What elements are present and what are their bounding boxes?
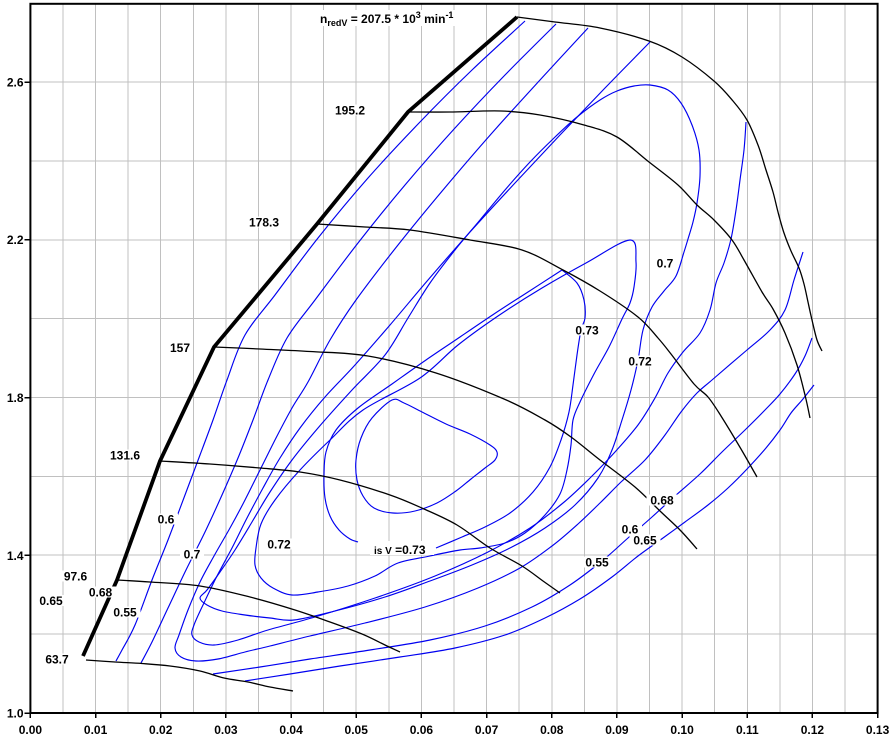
- svg-text:0.05: 0.05: [345, 723, 369, 737]
- svg-text:0.68: 0.68: [650, 494, 674, 508]
- svg-text:2.6: 2.6: [7, 76, 24, 90]
- svg-text:0.72: 0.72: [267, 538, 291, 552]
- svg-text:0.6: 0.6: [622, 523, 639, 537]
- svg-text:97.6: 97.6: [64, 570, 88, 584]
- svg-text:0.13: 0.13: [866, 723, 890, 737]
- svg-text:is V =0.73: is V =0.73: [374, 543, 426, 557]
- svg-text:0.11: 0.11: [736, 723, 759, 737]
- svg-text:0.03: 0.03: [214, 723, 238, 737]
- svg-text:1.4: 1.4: [7, 549, 24, 563]
- svg-text:1.0: 1.0: [7, 707, 24, 721]
- svg-text:0.6: 0.6: [158, 513, 175, 527]
- svg-text:0.72: 0.72: [628, 355, 652, 369]
- svg-text:0.04: 0.04: [279, 723, 303, 737]
- svg-text:0.10: 0.10: [670, 723, 694, 737]
- svg-text:0.55: 0.55: [113, 606, 137, 620]
- svg-text:0.00: 0.00: [19, 723, 43, 737]
- svg-text:0.12: 0.12: [801, 723, 825, 737]
- svg-text:195.2: 195.2: [335, 104, 365, 118]
- svg-text:0.73: 0.73: [575, 324, 599, 338]
- svg-text:63.7: 63.7: [45, 653, 69, 667]
- svg-text:0.06: 0.06: [410, 723, 434, 737]
- svg-text:0.09: 0.09: [605, 723, 629, 737]
- svg-text:0.65: 0.65: [39, 594, 63, 608]
- svg-text:178.3: 178.3: [249, 216, 279, 230]
- svg-text:0.7: 0.7: [657, 257, 674, 271]
- svg-text:nredV = 207.5 * 103 min-1: nredV = 207.5 * 103 min-1: [320, 10, 453, 28]
- svg-text:0.65: 0.65: [633, 534, 657, 548]
- svg-text:0.01: 0.01: [84, 723, 108, 737]
- svg-text:0.02: 0.02: [149, 723, 173, 737]
- svg-text:2.2: 2.2: [7, 233, 24, 247]
- svg-text:0.07: 0.07: [475, 723, 499, 737]
- svg-text:0.08: 0.08: [540, 723, 564, 737]
- svg-text:131.6: 131.6: [110, 449, 140, 463]
- svg-text:0.55: 0.55: [585, 556, 609, 570]
- svg-text:157: 157: [170, 341, 190, 355]
- svg-text:0.7: 0.7: [184, 548, 201, 562]
- svg-text:0.68: 0.68: [89, 586, 113, 600]
- svg-text:1.8: 1.8: [7, 391, 24, 405]
